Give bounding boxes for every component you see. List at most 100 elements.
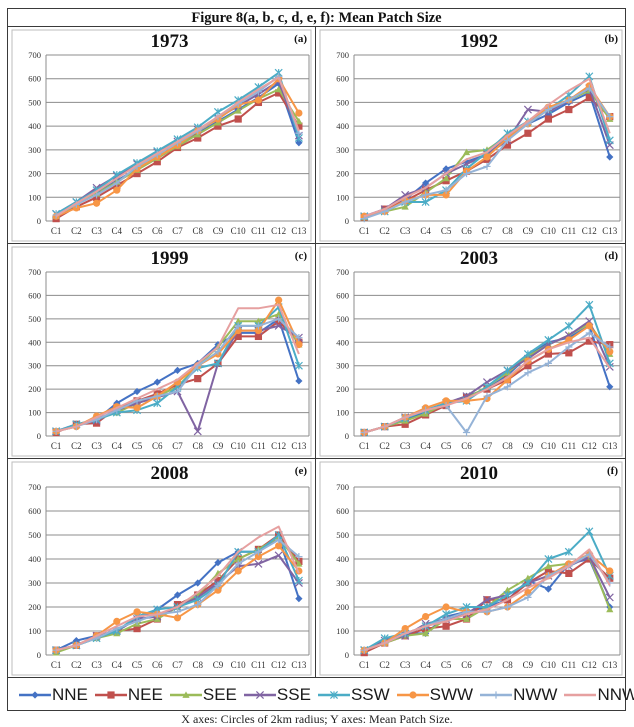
series-nww xyxy=(52,536,303,654)
y-tick-label: 700 xyxy=(336,482,349,492)
x-tick-label: C5 xyxy=(441,226,452,236)
panel-label: (f) xyxy=(607,465,618,477)
data-point xyxy=(133,625,141,633)
data-point xyxy=(401,203,409,210)
y-tick-label: 100 xyxy=(336,626,349,636)
x-tick-label: C10 xyxy=(231,660,247,670)
data-point xyxy=(274,551,283,560)
x-tick-label: C4 xyxy=(112,660,123,670)
legend-item-nww: NWW xyxy=(479,685,557,705)
data-point xyxy=(113,617,121,625)
y-tick-label: 600 xyxy=(28,506,41,516)
data-point xyxy=(606,113,614,121)
series-line-nww xyxy=(55,317,300,433)
data-point xyxy=(214,348,222,356)
series-nnw xyxy=(55,76,300,218)
x-tick-label: C8 xyxy=(502,441,513,451)
x-tick-label: C3 xyxy=(91,660,102,670)
data-point xyxy=(294,361,303,370)
data-point xyxy=(401,625,409,633)
legend-label: NEE xyxy=(127,685,163,704)
x-tick-label: C8 xyxy=(192,660,203,670)
data-point xyxy=(133,169,141,178)
x-tick-label: C3 xyxy=(400,441,411,451)
data-point xyxy=(254,332,263,341)
y-tick-label: 300 xyxy=(28,361,41,371)
data-point xyxy=(234,322,242,330)
data-point xyxy=(442,174,450,182)
data-point xyxy=(214,581,222,589)
legend-item-nnw: NNW xyxy=(563,685,634,705)
data-point xyxy=(153,392,161,400)
data-point xyxy=(275,89,283,97)
x-tick-label: C13 xyxy=(291,660,307,670)
data-point xyxy=(295,117,303,125)
chart-title: 2003 xyxy=(460,248,498,269)
x-tick-label: C10 xyxy=(541,226,557,236)
data-point xyxy=(606,348,614,356)
series-ssw xyxy=(360,300,614,437)
data-point xyxy=(544,115,552,123)
data-point xyxy=(442,622,450,630)
legend-marker-icon xyxy=(409,691,417,699)
data-point xyxy=(194,601,202,609)
legend-label: SEE xyxy=(202,685,237,704)
x-tick-label: C11 xyxy=(251,660,266,670)
y-tick-label: 600 xyxy=(336,506,349,516)
legend-box: NNE NEE SEE SSE SSW SWW NWW NNW xyxy=(8,677,634,711)
y-tick-label: 700 xyxy=(28,267,41,277)
x-tick-label: C9 xyxy=(523,226,534,236)
y-tick-label: 100 xyxy=(28,192,41,202)
chart-panel-e: 2008 (e) 0 100 200 300 400 500 600 700 C1 C2 C3 C4 C5 C… xyxy=(8,459,316,677)
x-tick-label: C4 xyxy=(420,441,431,451)
legend-swatch-icon xyxy=(396,691,429,699)
data-point xyxy=(234,317,242,325)
series-nne xyxy=(360,322,614,437)
series-line-ssw xyxy=(363,303,611,434)
series-nee xyxy=(52,89,303,223)
data-point xyxy=(194,579,202,587)
data-point xyxy=(295,334,303,342)
data-point xyxy=(153,399,162,408)
data-point xyxy=(422,629,430,637)
y-tick-label: 500 xyxy=(28,530,41,540)
y-tick-label: 0 xyxy=(37,216,41,226)
chart-area-border xyxy=(319,246,623,457)
data-point xyxy=(565,105,573,114)
x-tick-label: C10 xyxy=(541,441,557,451)
x-tick-label: C11 xyxy=(251,226,266,236)
data-point xyxy=(565,569,573,577)
legend-marker-icon xyxy=(255,690,264,700)
data-point xyxy=(503,141,512,149)
legend-item-ssw: SSW xyxy=(317,685,390,705)
y-tick-label: 600 xyxy=(336,290,349,300)
legend-swatch-icon xyxy=(19,691,51,699)
data-point xyxy=(275,296,283,304)
data-point xyxy=(274,321,283,330)
legend-item-sse: SSE xyxy=(243,685,311,705)
figure-title: Figure 8(a, b, c, d, e, f): Mean Patch S… xyxy=(8,9,625,27)
data-point xyxy=(606,343,614,351)
panel-label: (d) xyxy=(605,250,619,262)
x-tick-label: C1 xyxy=(359,441,370,451)
y-tick-label: 200 xyxy=(28,602,41,612)
series-line-nne xyxy=(55,317,300,433)
data-point xyxy=(585,322,593,330)
data-point xyxy=(503,136,512,144)
x-tick-label: C1 xyxy=(51,441,62,451)
data-point xyxy=(585,329,593,337)
data-point xyxy=(544,567,552,575)
x-tick-label: C5 xyxy=(441,660,452,670)
y-tick-label: 100 xyxy=(28,408,41,418)
x-tick-label: C11 xyxy=(251,441,266,451)
data-point xyxy=(503,366,512,375)
series-line-see xyxy=(363,322,611,434)
x-tick-label: C4 xyxy=(112,441,123,451)
data-point xyxy=(173,591,182,599)
x-tick-label: C6 xyxy=(152,226,163,236)
series-ssw xyxy=(360,527,614,655)
data-point xyxy=(524,129,532,137)
x-tick-label: C11 xyxy=(562,226,577,236)
legend-item-nee: NEE xyxy=(94,685,163,705)
data-point xyxy=(295,377,303,385)
